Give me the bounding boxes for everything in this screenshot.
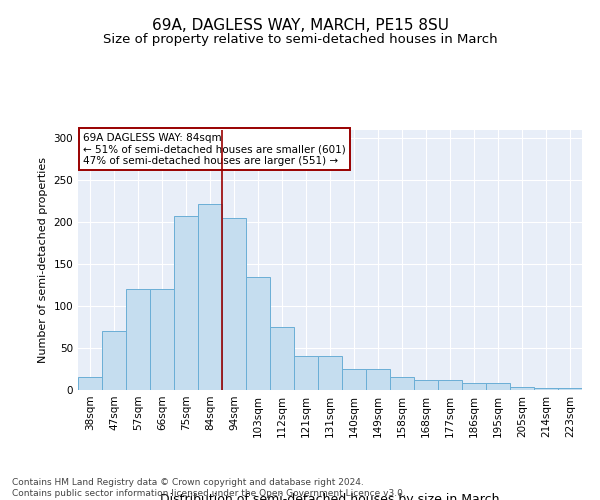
Text: Size of property relative to semi-detached houses in March: Size of property relative to semi-detach… — [103, 32, 497, 46]
Bar — [390, 378, 414, 390]
Bar — [222, 218, 246, 390]
Bar — [270, 327, 294, 390]
Bar — [102, 332, 126, 390]
Bar — [198, 204, 222, 390]
Bar — [342, 369, 366, 390]
Bar — [486, 384, 510, 390]
Bar — [366, 369, 390, 390]
Bar — [414, 380, 438, 390]
Text: Contains HM Land Registry data © Crown copyright and database right 2024.
Contai: Contains HM Land Registry data © Crown c… — [12, 478, 406, 498]
Y-axis label: Number of semi-detached properties: Number of semi-detached properties — [38, 157, 48, 363]
Bar — [510, 388, 534, 390]
Bar — [318, 356, 342, 390]
Bar — [150, 290, 174, 390]
X-axis label: Distribution of semi-detached houses by size in March: Distribution of semi-detached houses by … — [160, 492, 500, 500]
Bar — [438, 380, 462, 390]
Text: 69A DAGLESS WAY: 84sqm
← 51% of semi-detached houses are smaller (601)
47% of se: 69A DAGLESS WAY: 84sqm ← 51% of semi-det… — [83, 132, 346, 166]
Bar — [126, 290, 150, 390]
Bar — [462, 384, 486, 390]
Bar — [174, 216, 198, 390]
Text: 69A, DAGLESS WAY, MARCH, PE15 8SU: 69A, DAGLESS WAY, MARCH, PE15 8SU — [151, 18, 449, 32]
Bar — [78, 378, 102, 390]
Bar — [534, 388, 558, 390]
Bar — [246, 277, 270, 390]
Bar — [294, 356, 318, 390]
Bar — [558, 388, 582, 390]
